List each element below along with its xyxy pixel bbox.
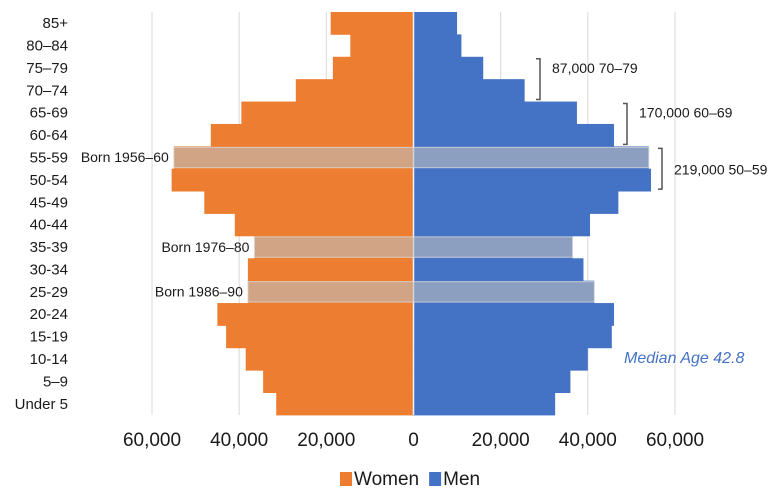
y-tick-label: 10-14 — [30, 351, 68, 368]
bar — [217, 303, 414, 326]
highlight-band — [173, 146, 650, 169]
bar — [413, 56, 484, 80]
bar — [413, 12, 458, 35]
x-tick-label: 40,000 — [559, 430, 617, 451]
y-tick-label: 20-24 — [30, 306, 68, 323]
bar — [226, 325, 414, 349]
bar — [245, 347, 414, 371]
bar — [413, 79, 525, 102]
bracket-label: 219,000 50–59 — [674, 161, 768, 177]
bar — [413, 303, 614, 326]
highlight-band — [247, 281, 595, 303]
bar — [413, 101, 577, 125]
bar — [413, 392, 556, 416]
legend-label: Women — [354, 469, 419, 490]
bracket — [623, 102, 628, 146]
highlight-label: Born 1986–90 — [155, 284, 243, 300]
legend-label: Men — [443, 469, 480, 490]
y-tick-label: 25-29 — [30, 284, 68, 301]
x-tick-label: 60,000 — [646, 430, 704, 451]
bracket-label: 170,000 60–69 — [639, 105, 733, 121]
bar — [413, 191, 619, 214]
bar — [204, 191, 414, 214]
bar — [413, 168, 652, 192]
bar — [330, 12, 414, 35]
bar — [413, 34, 462, 58]
bar — [210, 123, 414, 147]
bracket-label: 87,000 70–79 — [552, 60, 638, 76]
bar — [171, 168, 414, 192]
bar — [350, 34, 414, 58]
bracket — [658, 147, 663, 190]
bar — [413, 347, 588, 371]
bracket — [536, 58, 541, 101]
x-tick-label: 60,000 — [123, 430, 181, 451]
x-tick-label: 0 — [408, 430, 419, 451]
y-tick-label: 70–74 — [26, 82, 68, 99]
y-tick-label: 15-19 — [30, 329, 68, 346]
highlight-band — [253, 236, 574, 258]
y-tick-label: 75–79 — [26, 60, 68, 77]
bar — [234, 213, 414, 237]
bar — [413, 370, 571, 394]
y-tick-label: Under 5 — [15, 396, 68, 413]
y-tick-label: 5–9 — [43, 373, 68, 390]
bar — [413, 123, 614, 147]
legend-swatch — [340, 472, 352, 486]
legend-swatch — [429, 472, 442, 486]
bar — [247, 258, 414, 282]
x-tick-label: 20,000 — [297, 430, 355, 451]
bar — [413, 325, 612, 349]
x-tick-label: 40,000 — [210, 430, 268, 451]
highlight-label: Born 1976–80 — [161, 239, 249, 255]
highlight-label: Born 1956–60 — [81, 149, 169, 165]
x-tick-label: 20,000 — [472, 430, 530, 451]
y-tick-label: 85+ — [43, 15, 69, 32]
y-tick-label: 30-34 — [30, 261, 68, 278]
y-tick-label: 80–84 — [26, 38, 68, 55]
median-note: Median Age 42.8 — [624, 350, 744, 367]
y-tick-label: 60-64 — [30, 127, 68, 144]
bar — [332, 56, 414, 80]
bar — [413, 258, 584, 282]
y-tick-label: 50-54 — [30, 172, 68, 189]
bar — [263, 370, 414, 394]
bar — [413, 213, 591, 237]
bar — [295, 79, 414, 102]
bar — [276, 392, 414, 416]
y-tick-label: 45-49 — [30, 194, 68, 211]
y-tick-label: 65-69 — [30, 105, 68, 122]
y-tick-label: 55-59 — [30, 149, 68, 166]
y-tick-label: 35-39 — [30, 239, 68, 256]
bar — [241, 101, 414, 125]
y-tick-label: 40-44 — [30, 217, 68, 234]
